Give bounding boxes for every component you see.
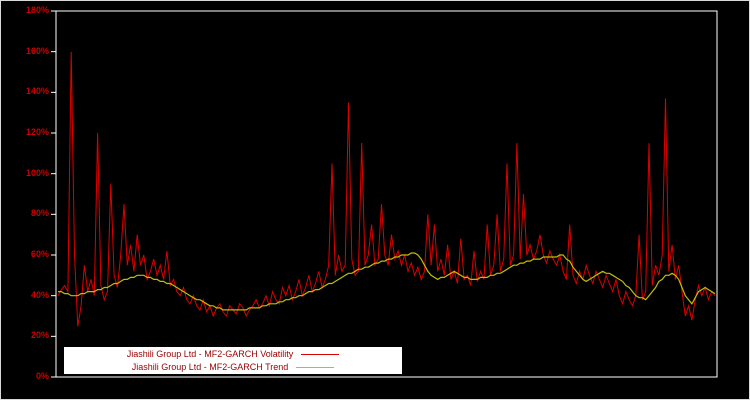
y-tick-label: 40% [30, 289, 49, 300]
y-tick-label: 180% [25, 5, 49, 15]
y-tick-label: 120% [25, 127, 49, 137]
legend-item-volatility: Jiashili Group Ltd - MF2-GARCH Volatilit… [64, 348, 402, 360]
y-axis-labels: 0% 20% 40% 60% 80% 100% 120% 140% 160% 180% [1, 1, 51, 399]
plot-frame [55, 10, 718, 378]
y-tick-label: 60% [30, 249, 49, 259]
legend-line-volatility [301, 353, 340, 355]
y-tick-label: 100% [25, 167, 49, 178]
y-tick-label: 80% [30, 208, 49, 219]
y-tick-label: 0% [35, 371, 49, 381]
legend: Jiashili Group Ltd - MF2-GARCH Volatilit… [64, 347, 402, 374]
series-lines [57, 51, 716, 327]
legend-label-volatility: Jiashili Group Ltd - MF2-GARCH Volatilit… [126, 349, 294, 359]
y-tick-label: 160% [25, 45, 49, 56]
series-line-volatility [57, 51, 716, 327]
y-axis-ticks [51, 10, 56, 378]
y-tick-label: 20% [30, 330, 49, 341]
legend-item-trend: Jiashili Group Ltd - MF2-GARCH Trend [64, 361, 402, 373]
y-tick-label: 140% [25, 86, 49, 97]
legend-label-trend: Jiashili Group Ltd - MF2-GARCH Trend [131, 362, 289, 372]
legend-line-trend [296, 366, 335, 368]
series-line-trend [58, 252, 716, 311]
